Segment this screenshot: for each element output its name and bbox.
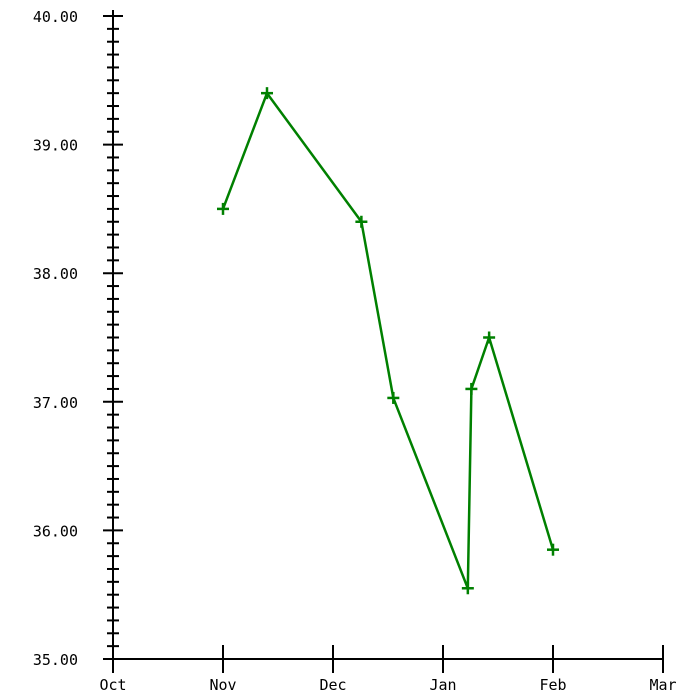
data-point-marker [387, 391, 400, 404]
data-point-marker [483, 331, 496, 344]
series-line [221, 91, 555, 590]
x-tick-label: Mar [649, 676, 676, 694]
data-point-marker [261, 87, 273, 100]
series-layer [217, 87, 559, 595]
y-tick-label: 40.00 [33, 8, 78, 26]
data-point-marker [355, 215, 368, 228]
x-tick-label: Oct [99, 676, 126, 694]
y-tick-label: 39.00 [33, 137, 78, 155]
x-tick-label: Feb [539, 676, 566, 694]
y-tick-label: 35.00 [33, 651, 78, 669]
x-tick-label: Nov [209, 676, 236, 694]
x-axis: Oct Nov Dec Jan Feb Mar [99, 645, 677, 694]
y-tick-label: 36.00 [33, 522, 78, 540]
data-point-marker [465, 382, 478, 395]
x-tick-label: Dec [319, 676, 346, 694]
y-axis: 35.00 36.00 37.00 38.00 39.00 40.00 [33, 8, 123, 669]
x-tick-label: Jan [429, 676, 456, 694]
data-point-marker [217, 202, 229, 215]
y-tick-label: 37.00 [33, 394, 78, 412]
y-tick-label: 38.00 [33, 265, 78, 283]
data-point-marker [461, 582, 474, 595]
data-point-marker [547, 543, 559, 556]
